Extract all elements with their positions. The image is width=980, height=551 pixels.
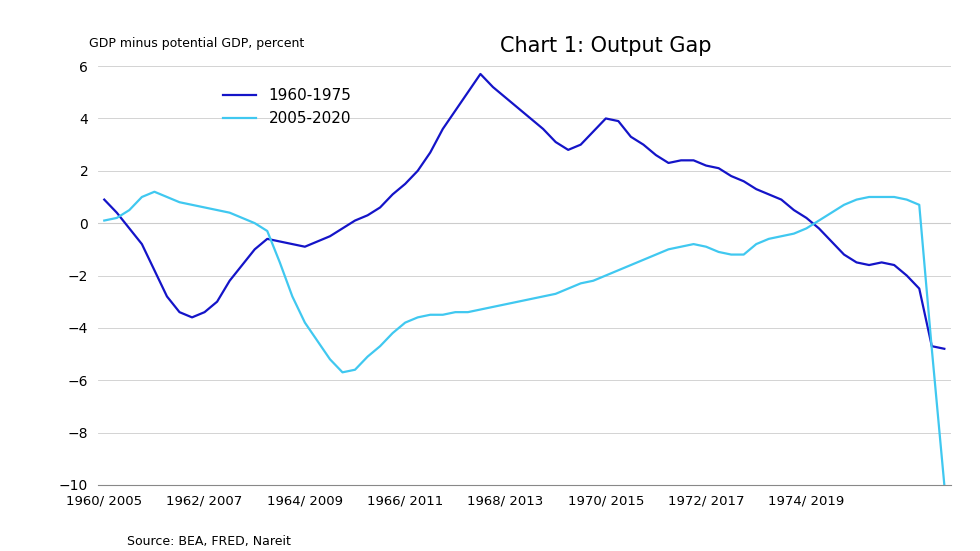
2005-2020 — [587, 277, 599, 284]
2005-2020 — [98, 217, 110, 224]
Text: Source: BEA, FRED, Nareit: Source: BEA, FRED, Nareit — [127, 535, 291, 548]
1960-1975 — [286, 241, 298, 247]
1960-1975 — [863, 262, 875, 268]
1960-1975 — [450, 107, 462, 114]
2005-2020 — [600, 272, 612, 279]
2005-2020 — [863, 193, 875, 200]
1960-1975 — [939, 345, 951, 352]
Line: 1960-1975: 1960-1975 — [104, 74, 945, 349]
2005-2020 — [462, 309, 473, 315]
2005-2020 — [299, 319, 311, 326]
Legend: 1960-1975, 2005-2020: 1960-1975, 2005-2020 — [217, 82, 358, 132]
1960-1975 — [587, 128, 599, 135]
Text: Chart 1: Output Gap: Chart 1: Output Gap — [501, 36, 711, 56]
2005-2020 — [939, 482, 951, 488]
1960-1975 — [474, 71, 486, 77]
1960-1975 — [600, 115, 612, 122]
1960-1975 — [98, 196, 110, 203]
1960-1975 — [299, 244, 311, 250]
Line: 2005-2020: 2005-2020 — [104, 192, 945, 485]
2005-2020 — [149, 188, 161, 195]
Text: GDP minus potential GDP, percent: GDP minus potential GDP, percent — [89, 37, 305, 50]
2005-2020 — [312, 338, 323, 344]
